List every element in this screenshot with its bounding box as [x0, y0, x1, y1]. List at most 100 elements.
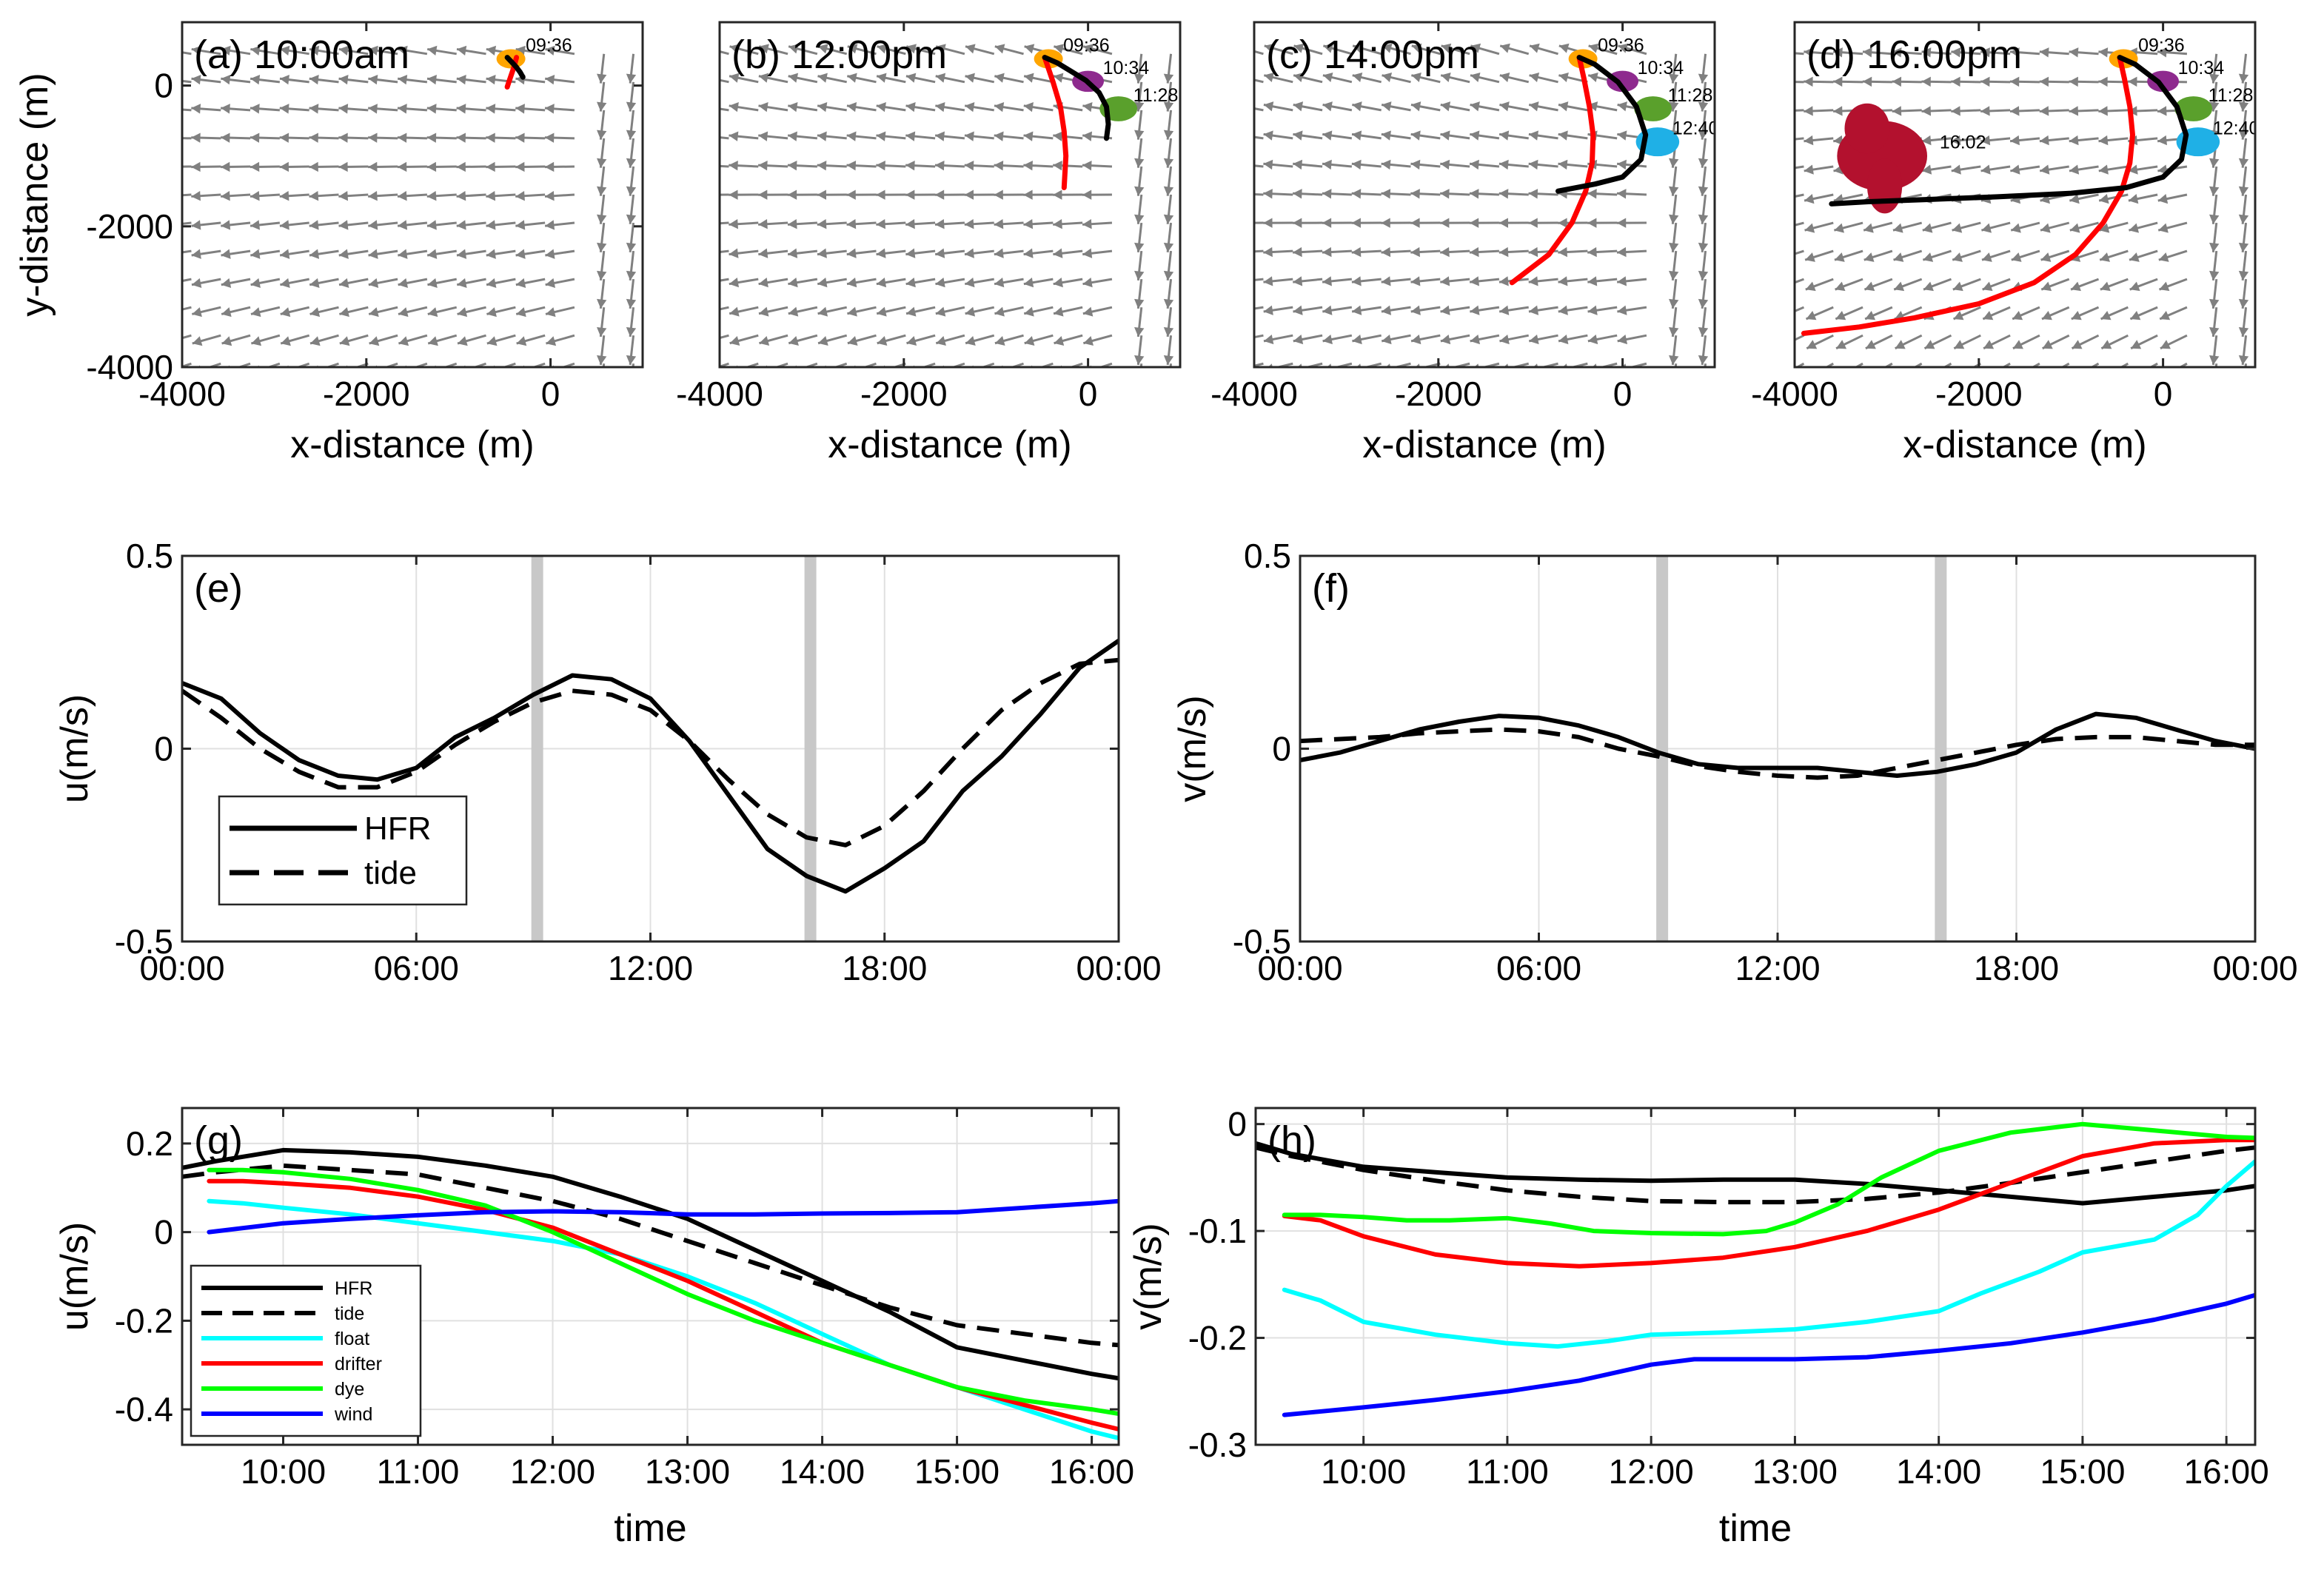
quiver-arrowhead — [846, 102, 857, 113]
quiver-arrowhead — [1440, 276, 1450, 286]
quiver-arrowhead — [1382, 334, 1392, 345]
quiver-arrowhead — [758, 131, 768, 141]
quiver-arrowhead — [2209, 101, 2220, 112]
quiver-arrowhead — [626, 242, 637, 252]
quiver-arrowhead — [1293, 43, 1305, 53]
quiver-arrow — [442, 362, 458, 367]
quiver-arrowhead — [876, 131, 886, 141]
quiver-arrowhead — [516, 307, 526, 318]
quiver-arrow — [1795, 109, 1804, 112]
quiver-arrowhead — [1082, 160, 1092, 171]
quiver-arrowhead — [515, 249, 526, 259]
x-tick-label: 16:00 — [1049, 1452, 1134, 1491]
y-tick-label: -0.5 — [115, 922, 173, 961]
x-tick-label: 15:00 — [2040, 1452, 2125, 1491]
quiver-arrowhead — [729, 248, 739, 258]
quiver-arrowhead — [398, 104, 407, 114]
quiver-arrowhead — [191, 190, 201, 201]
quiver-arrow — [1254, 164, 1264, 168]
quiver-arrowhead — [758, 102, 768, 113]
quiver-arrowhead — [515, 104, 525, 114]
quiver-arrowhead — [1024, 44, 1035, 54]
quiver-arrowhead — [1134, 355, 1145, 365]
quiver-arrowhead — [1322, 159, 1332, 170]
quiver-arrowhead — [729, 131, 739, 141]
quiver-arrow — [1795, 221, 1804, 226]
panel-e: 00:00 06:00 12:00 18:00 00:00-0.500.5u(m/s)(… — [53, 537, 1162, 987]
quiver-arrowhead — [1952, 281, 1963, 292]
quiver-arrowhead — [1951, 47, 1961, 58]
quiver-arrowhead — [1322, 246, 1332, 258]
quiver-arrowhead — [1233, 218, 1242, 227]
quiver-arrow — [182, 51, 192, 56]
quiver-arrowhead — [626, 298, 637, 309]
quiver-arrowhead — [700, 44, 711, 53]
x-axis-label: x-distance (m) — [290, 423, 534, 466]
quiver-arrowhead — [1983, 310, 1994, 320]
quiver-arrowhead — [1470, 305, 1480, 315]
quiver-arrowhead — [1499, 130, 1510, 141]
quiver-arrowhead — [847, 306, 857, 317]
quiver-arrowhead — [906, 336, 917, 346]
legend-label-drifter: drifter — [335, 1354, 382, 1374]
quiver-arrowhead — [994, 160, 1004, 171]
quiver-arrowhead — [338, 45, 349, 56]
quiver-arrowhead — [162, 249, 172, 259]
quiver-arrowhead — [759, 44, 769, 54]
quiver-arrowhead — [221, 161, 230, 172]
x-tick-label: 00:00 — [1257, 949, 1342, 987]
quiver-arrowhead — [1263, 130, 1273, 141]
quiver-arrowhead — [2071, 281, 2081, 292]
quiver-arrowhead — [486, 132, 495, 143]
quiver-arrowhead — [1263, 276, 1273, 286]
quiver-arrowhead — [1669, 270, 1679, 281]
quiver-arrowhead — [456, 161, 466, 172]
quiver-arrowhead — [2238, 355, 2249, 365]
quiver-arrowhead — [1053, 278, 1063, 288]
quiver-arrowhead — [1617, 276, 1627, 286]
quiver-arrowhead — [759, 336, 770, 346]
quiver-arrowhead — [309, 190, 319, 201]
quiver-arrowhead — [1834, 223, 1844, 233]
y-tick-label: -2000 — [86, 207, 173, 246]
patch-1128: 11:28 — [1634, 85, 1712, 121]
quiver-arrowhead — [1163, 355, 1174, 365]
x-tick-label: 18:00 — [1974, 949, 2059, 987]
quiver-arrowhead — [1805, 281, 1816, 292]
quiver-arrow — [803, 362, 818, 367]
quiver-arrowhead — [1892, 76, 1902, 87]
quiver-arrowhead — [935, 102, 945, 113]
quiver-arrowhead — [1235, 363, 1245, 373]
quiver-arrowhead — [994, 73, 1005, 83]
patch-time-label: 10:34 — [2178, 58, 2225, 78]
quiver-arrowhead — [626, 383, 636, 393]
panel-label: (a) 10:00am — [194, 33, 409, 77]
quiver-arrowhead — [700, 249, 709, 258]
quiver-arrowhead — [1023, 102, 1034, 113]
quiver-arrowhead — [965, 73, 975, 83]
quiver-arrowhead — [788, 131, 797, 141]
axes-frame — [1253, 21, 1716, 369]
series-HFR — [182, 1147, 1119, 1381]
quiver-arrowhead — [1921, 135, 1932, 146]
quiver-arrow — [743, 362, 759, 367]
quiver-arrowhead — [1234, 306, 1244, 315]
series-wind — [1282, 1292, 2255, 1417]
quiver-arrowhead — [1558, 101, 1569, 112]
quiver-arrowhead — [1892, 106, 1902, 116]
quiver-arrowhead — [1669, 242, 1679, 252]
quiver-arrowhead — [2128, 164, 2138, 175]
quiver-arrowhead — [2041, 281, 2052, 292]
quiver-arrowhead — [758, 73, 769, 83]
quiver-arrow — [235, 362, 251, 367]
panel-label: (f) — [1312, 566, 1350, 611]
quiver-arrowhead — [1498, 276, 1509, 286]
quiver-arrow — [1254, 334, 1264, 339]
quiver-arrow — [182, 108, 192, 112]
quiver-arrowhead — [2209, 355, 2220, 365]
quiver-arrowhead — [486, 104, 496, 114]
series-HFR — [182, 638, 1119, 894]
quiver-arrowhead — [1862, 47, 1872, 58]
quiver-arrowhead — [935, 248, 945, 258]
